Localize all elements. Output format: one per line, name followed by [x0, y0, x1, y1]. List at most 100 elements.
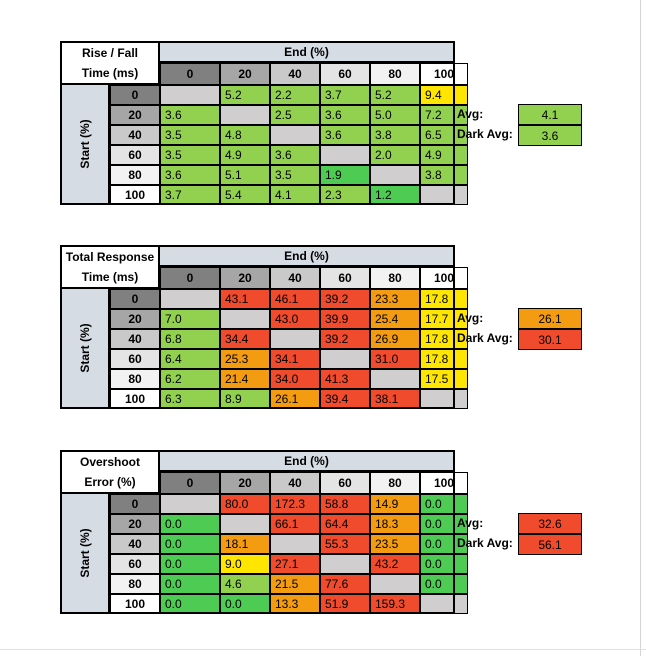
- table-cell: 3.6: [160, 105, 220, 125]
- start-header: Start (%): [60, 494, 110, 614]
- frame-right-border: [640, 0, 641, 656]
- table-cell: 5.2: [370, 85, 420, 105]
- table-cell: 31.0: [370, 349, 420, 369]
- table-cell: 17.8: [420, 289, 468, 309]
- table-cell: 9.0: [220, 554, 270, 574]
- table-cell: 8.9: [220, 389, 270, 409]
- table-cell: 5.4: [220, 185, 270, 205]
- table-cell: 34.1: [270, 349, 320, 369]
- table-cell: 34.4: [220, 329, 270, 349]
- table-cell: 39.2: [320, 329, 370, 349]
- dark-avg-value: 30.1: [518, 329, 582, 350]
- start-header: Start (%): [60, 289, 110, 409]
- table-title-line2: Time (ms): [81, 270, 139, 284]
- column-header: 60: [320, 472, 370, 494]
- table-cell: 51.9: [320, 594, 370, 614]
- column-header: 20: [220, 63, 270, 85]
- table-cell: 58.8: [320, 494, 370, 514]
- table-cell: 3.5: [270, 165, 320, 185]
- table-cell: 172.3: [270, 494, 320, 514]
- table-cell: 14.9: [370, 494, 420, 514]
- table-cell: 6.3: [160, 389, 220, 409]
- table-cell: 38.1: [370, 389, 420, 409]
- table-cell: 13.3: [270, 594, 320, 614]
- dark-avg-value: 56.1: [518, 534, 582, 555]
- table-cell: 23.5: [370, 534, 420, 554]
- table-cell: 43.2: [370, 554, 420, 574]
- table-cell: 6.8: [160, 329, 220, 349]
- table-cell: 3.6: [320, 125, 370, 145]
- column-header: 20: [220, 472, 270, 494]
- table-cell: 0.0: [420, 494, 468, 514]
- row-header: 20: [110, 514, 160, 534]
- avg-value: 4.1: [518, 104, 582, 125]
- avg-label: Avg:: [457, 516, 484, 530]
- table-cell: 18.3: [370, 514, 420, 534]
- column-header: 100: [420, 472, 468, 494]
- table-cell: 2.2: [270, 85, 320, 105]
- start-header-label: Start (%): [78, 528, 92, 578]
- table-cell: [220, 514, 270, 534]
- table-cell: 26.1: [270, 389, 320, 409]
- table-cell: 4.9: [420, 145, 468, 165]
- table-cell: 3.8: [370, 125, 420, 145]
- table-cell: 0.0: [160, 554, 220, 574]
- table-cell: 1.9: [320, 165, 370, 185]
- table-cell: 2.5: [270, 105, 320, 125]
- start-header-label: Start (%): [78, 323, 92, 373]
- table-cell: 21.5: [270, 574, 320, 594]
- table-cell: 21.4: [220, 369, 270, 389]
- table-cell: 2.0: [370, 145, 420, 165]
- table-cell: 17.7: [420, 309, 468, 329]
- row-header: 0: [110, 494, 160, 514]
- row-header: 100: [110, 185, 160, 205]
- column-header: 80: [370, 472, 420, 494]
- table-cell: 6.2: [160, 369, 220, 389]
- table-cell: 7.0: [160, 309, 220, 329]
- column-header: 100: [420, 267, 468, 289]
- column-header: 60: [320, 267, 370, 289]
- table-cell: 0.0: [160, 594, 220, 614]
- table-cell: 3.8: [420, 165, 468, 185]
- table-cell: 5.1: [220, 165, 270, 185]
- table-cell: [160, 494, 220, 514]
- table-cell: 77.6: [320, 574, 370, 594]
- table-cell: 43.0: [270, 309, 320, 329]
- column-header: 20: [220, 267, 270, 289]
- table-cell: 1.2: [370, 185, 420, 205]
- end-header: End (%): [160, 245, 455, 267]
- dark-avg-label: Dark Avg:: [457, 331, 513, 345]
- column-header: 0: [160, 472, 220, 494]
- table-cell: 3.6: [270, 145, 320, 165]
- table-cell: 41.3: [320, 369, 370, 389]
- table-cell: [370, 165, 420, 185]
- table-cell: 34.0: [270, 369, 320, 389]
- start-header-label: Start (%): [78, 119, 92, 169]
- table-title: Rise / Fall Time (ms): [60, 41, 160, 85]
- table-cell: 7.2: [420, 105, 468, 125]
- avg-value: 26.1: [518, 308, 582, 329]
- table-cell: 4.8: [220, 125, 270, 145]
- row-header: 40: [110, 534, 160, 554]
- table-cell: 2.3: [320, 185, 370, 205]
- row-header: 20: [110, 309, 160, 329]
- row-header: 80: [110, 574, 160, 594]
- table-cell: 17.8: [420, 329, 468, 349]
- table-cell: 3.5: [160, 145, 220, 165]
- frame-bottom-border: [0, 649, 646, 650]
- avg-value: 32.6: [518, 513, 582, 534]
- table-cell: 3.6: [160, 165, 220, 185]
- row-header: 60: [110, 554, 160, 574]
- table-cell: 17.8: [420, 349, 468, 369]
- table-cell: 80.0: [220, 494, 270, 514]
- table-cell: 0.0: [220, 594, 270, 614]
- table-cell: 0.0: [160, 514, 220, 534]
- dark-avg-label: Dark Avg:: [457, 536, 513, 550]
- table-cell: [160, 289, 220, 309]
- table-cell: 26.9: [370, 329, 420, 349]
- table-cell: 0.0: [160, 534, 220, 554]
- table-cell: 23.3: [370, 289, 420, 309]
- row-header: 0: [110, 85, 160, 105]
- table-cell: 5.2: [220, 85, 270, 105]
- table-cell: [370, 574, 420, 594]
